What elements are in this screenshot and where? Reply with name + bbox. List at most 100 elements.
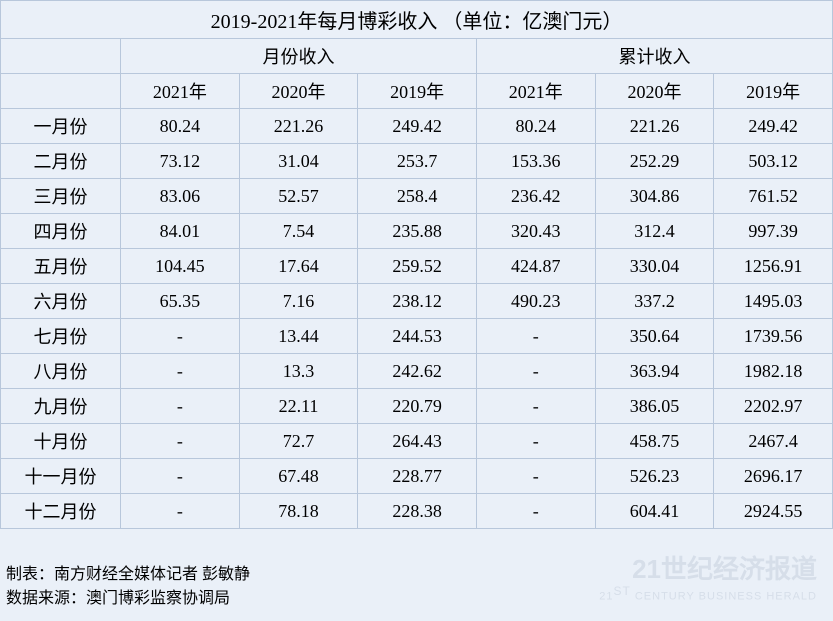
monthly-2021: 65.35	[121, 284, 240, 319]
cumulative-2019: 249.42	[714, 109, 833, 144]
year-header: 2019年	[714, 74, 833, 109]
table-row: 八月份-13.3242.62-363.941982.18	[1, 354, 833, 389]
cumulative-2021: 424.87	[476, 249, 595, 284]
month-cell: 九月份	[1, 389, 121, 424]
cumulative-2020: 363.94	[595, 354, 714, 389]
monthly-2019: 258.4	[358, 179, 477, 214]
year-header: 2021年	[476, 74, 595, 109]
cumulative-2019: 2696.17	[714, 459, 833, 494]
month-cell: 二月份	[1, 144, 121, 179]
year-header: 2021年	[121, 74, 240, 109]
monthly-2020: 7.16	[239, 284, 358, 319]
monthly-2021: 84.01	[121, 214, 240, 249]
cumulative-2019: 1256.91	[714, 249, 833, 284]
cumulative-2021: 490.23	[476, 284, 595, 319]
cumulative-2021: 236.42	[476, 179, 595, 214]
monthly-2019: 228.77	[358, 459, 477, 494]
table-row: 三月份83.0652.57258.4236.42304.86761.52	[1, 179, 833, 214]
monthly-2021: -	[121, 424, 240, 459]
header-blank	[1, 39, 121, 74]
header-monthly: 月份收入	[121, 39, 477, 74]
monthly-2019: 228.38	[358, 494, 477, 529]
monthly-2020: 7.54	[239, 214, 358, 249]
year-header: 2019年	[358, 74, 477, 109]
table-row: 十二月份-78.18228.38-604.412924.55	[1, 494, 833, 529]
monthly-2020: 22.11	[239, 389, 358, 424]
monthly-2020: 13.44	[239, 319, 358, 354]
monthly-2019: 253.7	[358, 144, 477, 179]
cumulative-2020: 337.2	[595, 284, 714, 319]
cumulative-2020: 458.75	[595, 424, 714, 459]
header-blank	[1, 74, 121, 109]
table-container: 2019-2021年每月博彩收入 （单位：亿澳门元） 月份收入 累计收入 202…	[0, 0, 833, 621]
cumulative-2019: 761.52	[714, 179, 833, 214]
cumulative-2020: 350.64	[595, 319, 714, 354]
cumulative-2020: 221.26	[595, 109, 714, 144]
cumulative-2019: 2467.4	[714, 424, 833, 459]
footer-credit: 制表：南方财经全媒体记者 彭敏静	[6, 563, 827, 587]
header-cumulative: 累计收入	[476, 39, 832, 74]
month-cell: 八月份	[1, 354, 121, 389]
month-cell: 五月份	[1, 249, 121, 284]
cumulative-2021: -	[476, 389, 595, 424]
cumulative-2021: -	[476, 319, 595, 354]
month-cell: 十月份	[1, 424, 121, 459]
cumulative-2021: -	[476, 424, 595, 459]
cumulative-2020: 526.23	[595, 459, 714, 494]
year-header-row: 2021年 2020年 2019年 2021年 2020年 2019年	[1, 74, 833, 109]
monthly-2021: -	[121, 494, 240, 529]
monthly-2019: 220.79	[358, 389, 477, 424]
monthly-2019: 238.12	[358, 284, 477, 319]
cumulative-2021: 80.24	[476, 109, 595, 144]
table-row: 七月份-13.44244.53-350.641739.56	[1, 319, 833, 354]
cumulative-2019: 1495.03	[714, 284, 833, 319]
month-cell: 十二月份	[1, 494, 121, 529]
monthly-2021: 104.45	[121, 249, 240, 284]
cumulative-2020: 304.86	[595, 179, 714, 214]
cumulative-2021: -	[476, 354, 595, 389]
monthly-2020: 31.04	[239, 144, 358, 179]
cumulative-2021: -	[476, 494, 595, 529]
monthly-2021: 73.12	[121, 144, 240, 179]
cumulative-2020: 330.04	[595, 249, 714, 284]
monthly-2019: 249.42	[358, 109, 477, 144]
month-cell: 一月份	[1, 109, 121, 144]
monthly-2019: 259.52	[358, 249, 477, 284]
month-cell: 十一月份	[1, 459, 121, 494]
table-row: 二月份73.1231.04253.7153.36252.29503.12	[1, 144, 833, 179]
cumulative-2020: 252.29	[595, 144, 714, 179]
month-cell: 四月份	[1, 214, 121, 249]
monthly-2019: 244.53	[358, 319, 477, 354]
year-header: 2020年	[239, 74, 358, 109]
cumulative-2020: 604.41	[595, 494, 714, 529]
data-table: 2019-2021年每月博彩收入 （单位：亿澳门元） 月份收入 累计收入 202…	[0, 0, 833, 529]
month-cell: 三月份	[1, 179, 121, 214]
cumulative-2019: 2924.55	[714, 494, 833, 529]
monthly-2021: 80.24	[121, 109, 240, 144]
year-header: 2020年	[595, 74, 714, 109]
title-row: 2019-2021年每月博彩收入 （单位：亿澳门元）	[1, 1, 833, 39]
monthly-2020: 78.18	[239, 494, 358, 529]
monthly-2021: -	[121, 354, 240, 389]
monthly-2019: 264.43	[358, 424, 477, 459]
monthly-2021: -	[121, 389, 240, 424]
monthly-2020: 13.3	[239, 354, 358, 389]
monthly-2021: 83.06	[121, 179, 240, 214]
table-row: 一月份80.24221.26249.4280.24221.26249.42	[1, 109, 833, 144]
table-title: 2019-2021年每月博彩收入 （单位：亿澳门元）	[1, 1, 833, 39]
cumulative-2019: 1739.56	[714, 319, 833, 354]
cumulative-2021: 153.36	[476, 144, 595, 179]
monthly-2019: 242.62	[358, 354, 477, 389]
month-cell: 六月份	[1, 284, 121, 319]
cumulative-2019: 997.39	[714, 214, 833, 249]
cumulative-2021: 320.43	[476, 214, 595, 249]
group-header-row: 月份收入 累计收入	[1, 39, 833, 74]
monthly-2020: 67.48	[239, 459, 358, 494]
cumulative-2019: 503.12	[714, 144, 833, 179]
monthly-2020: 17.64	[239, 249, 358, 284]
monthly-2021: -	[121, 459, 240, 494]
cumulative-2021: -	[476, 459, 595, 494]
footer: 制表：南方财经全媒体记者 彭敏静 数据来源：澳门博彩监察协调局	[0, 529, 833, 621]
monthly-2020: 221.26	[239, 109, 358, 144]
cumulative-2019: 2202.97	[714, 389, 833, 424]
